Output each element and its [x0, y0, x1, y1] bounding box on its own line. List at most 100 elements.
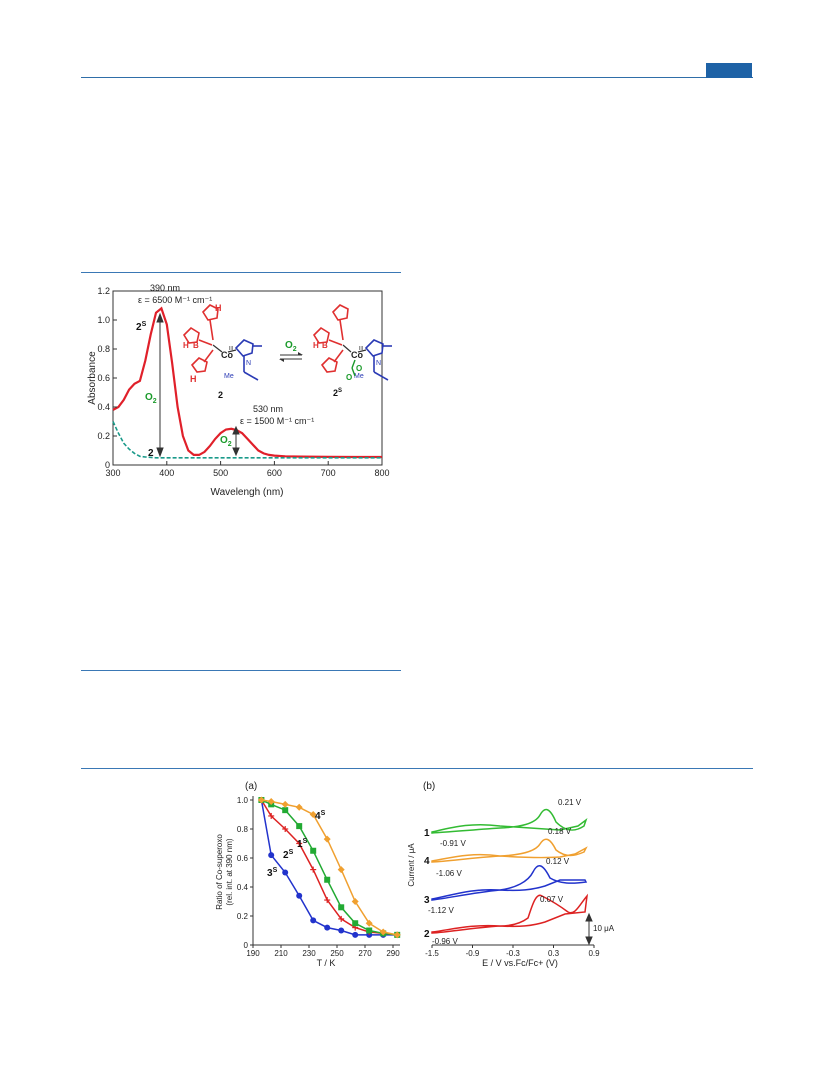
series-label-4s: 4S — [315, 810, 326, 822]
figure2a-axes — [252, 796, 400, 946]
figure2a-point-3s — [310, 917, 317, 924]
figure2a-point-2s — [296, 840, 303, 847]
figure2a-ytick-label: 0 — [244, 941, 249, 950]
figure2a-xtick-label: 230 — [302, 949, 316, 958]
label-2s: 2S — [136, 321, 147, 333]
figure2a-point-4s — [393, 931, 401, 939]
series-label-2s: 2S — [283, 849, 294, 861]
figure1-xtick-label: 700 — [321, 468, 336, 478]
figure1-xtick-label: 800 — [374, 468, 389, 478]
figure2a-point-4s — [295, 803, 303, 811]
peak1-arrow — [156, 312, 164, 458]
cv-cathodic-4: -1.06 V — [436, 869, 462, 878]
figure2a-panel-label: (a) — [245, 781, 257, 792]
figure2b-xtick-label: 0.9 — [588, 949, 600, 958]
svg-text:O: O — [356, 364, 362, 373]
cv-anodic-1: 0.21 V — [558, 798, 582, 807]
figure2b-ylabel: Current / μA — [407, 843, 416, 887]
figure2a-point-3s — [268, 852, 275, 859]
svg-text:H: H — [190, 374, 197, 384]
label-2: 2 — [148, 448, 154, 459]
figure2a-xtick-label: 290 — [386, 949, 400, 958]
figure2a-ylabel2: (rel. int. at 390 nm) — [225, 838, 234, 905]
peak2-epsilon: ε = 1500 M⁻¹ cm⁻¹ — [240, 416, 314, 426]
figure2a-ticks: 190 210 230 250 270 290 0 0.2 0.4 0.6 0.8 1.0 — [237, 796, 400, 958]
cv-anodic-2: 0.07 V — [540, 895, 564, 904]
figure2a-point-4s — [323, 835, 331, 843]
cv-cathodic-3: -1.12 V — [428, 906, 454, 915]
svg-text:III: III — [359, 346, 363, 352]
figure2a-ytick-label: 0.4 — [237, 883, 249, 892]
figure1-ytick-label: 0.6 — [97, 373, 110, 383]
figure1-bottom-rule — [81, 670, 401, 671]
figure1-xtick-label: 300 — [105, 468, 120, 478]
figure2a-point-1s — [324, 876, 331, 883]
figure2a-lines — [257, 796, 401, 939]
figure1-ytick-label: 0.4 — [97, 402, 110, 412]
figure2a-point-3s — [296, 892, 303, 899]
svg-text:H: H — [215, 303, 222, 313]
figure2a-point-2s — [268, 812, 275, 819]
svg-text:O2: O2 — [285, 340, 297, 353]
header-rule — [81, 77, 753, 78]
cv-scale-label: 10 μA — [593, 924, 615, 933]
figure1-ylabel: Absorbance — [87, 351, 98, 405]
figure1-series-line-2 — [112, 421, 382, 459]
cv-trace-4 — [431, 838, 588, 863]
figure2a-point-1s — [352, 920, 359, 927]
label-o2-right: O2 — [220, 435, 232, 448]
figure2a-xtick-label: 190 — [246, 949, 260, 958]
figure1-ytick-label: 0.8 — [97, 344, 110, 354]
figure1-lines — [112, 306, 382, 459]
svg-text:O: O — [346, 373, 352, 382]
figure2a-point-4s — [309, 811, 317, 818]
figure2a-point-4s — [267, 797, 275, 805]
cv-name-3: 3 — [424, 895, 430, 906]
figure2b-xtick-label: -0.3 — [506, 949, 520, 958]
figure2a-ylabel: Ratio of Co-superoxo — [215, 834, 224, 910]
peak2-arrow — [232, 425, 240, 457]
peak1-epsilon: ε = 6500 M⁻¹ cm⁻¹ — [138, 295, 212, 305]
figure2a-point-1s — [282, 807, 289, 814]
cv-cathodic-2: -0.96 V — [432, 937, 458, 946]
cv-cathodic-1: -0.91 V — [440, 839, 466, 848]
figure1-ticks: 300 400 500 600 700 800 0 0.2 0.4 0.6 0.8 1.0 1.2 — [97, 286, 389, 478]
label-o2-left: O2 — [145, 392, 157, 405]
scheme-left-label: 2 — [218, 390, 223, 400]
figure2a-point-1s — [366, 927, 373, 934]
figure2a-xlabel: T / K — [317, 958, 336, 968]
svg-text:III: III — [229, 346, 233, 352]
figure2a-point-4s — [365, 919, 373, 927]
figure2a-point-2s — [310, 866, 317, 873]
svg-text:Co: Co — [351, 350, 363, 360]
figure2b-xlabel: E / V vs.Fc/Fc+ (V) — [482, 958, 558, 968]
figure2a-point-3s — [282, 869, 289, 876]
figure2a-point-4s — [257, 796, 265, 804]
figure2a-point-3s — [324, 924, 331, 931]
figure2a-point-2s — [338, 915, 345, 922]
figure2b-xtick-label: -0.9 — [466, 949, 480, 958]
figure2a-ytick-label: 0.8 — [237, 825, 249, 834]
svg-text:B: B — [193, 341, 199, 350]
figure2a-xtick-label: 270 — [358, 949, 372, 958]
scheme-right-label: 2S — [333, 388, 342, 398]
scheme-equilibrium-arrow: O2 — [279, 340, 303, 362]
svg-text:Co: Co — [221, 350, 233, 360]
figure1-xlabel: Wavelengh (nm) — [211, 487, 284, 498]
scheme-right-molecule: H B N Me Co III O O 2S — [312, 304, 392, 398]
series-label-3s: 3S — [267, 867, 278, 879]
cv-anodic-3: 0.12 V — [546, 857, 570, 866]
svg-text:N: N — [376, 360, 381, 367]
figure2b-xtick-label: -1.5 — [425, 949, 439, 958]
cv-name-4: 4 — [424, 856, 430, 867]
figure2a-series-line-3s — [260, 799, 398, 936]
series-label-1s: 1S — [297, 838, 308, 850]
figure2a-point-4s — [337, 866, 345, 874]
cv-scale-bar — [585, 912, 593, 946]
figure2-top-rule — [81, 768, 753, 769]
figure1-ytick-label: 0 — [105, 460, 110, 470]
figure2a-xtick-label: 250 — [330, 949, 344, 958]
svg-text:N: N — [246, 360, 251, 367]
header-box — [706, 63, 752, 78]
peak1-wavelength: 390 nm — [150, 283, 180, 293]
